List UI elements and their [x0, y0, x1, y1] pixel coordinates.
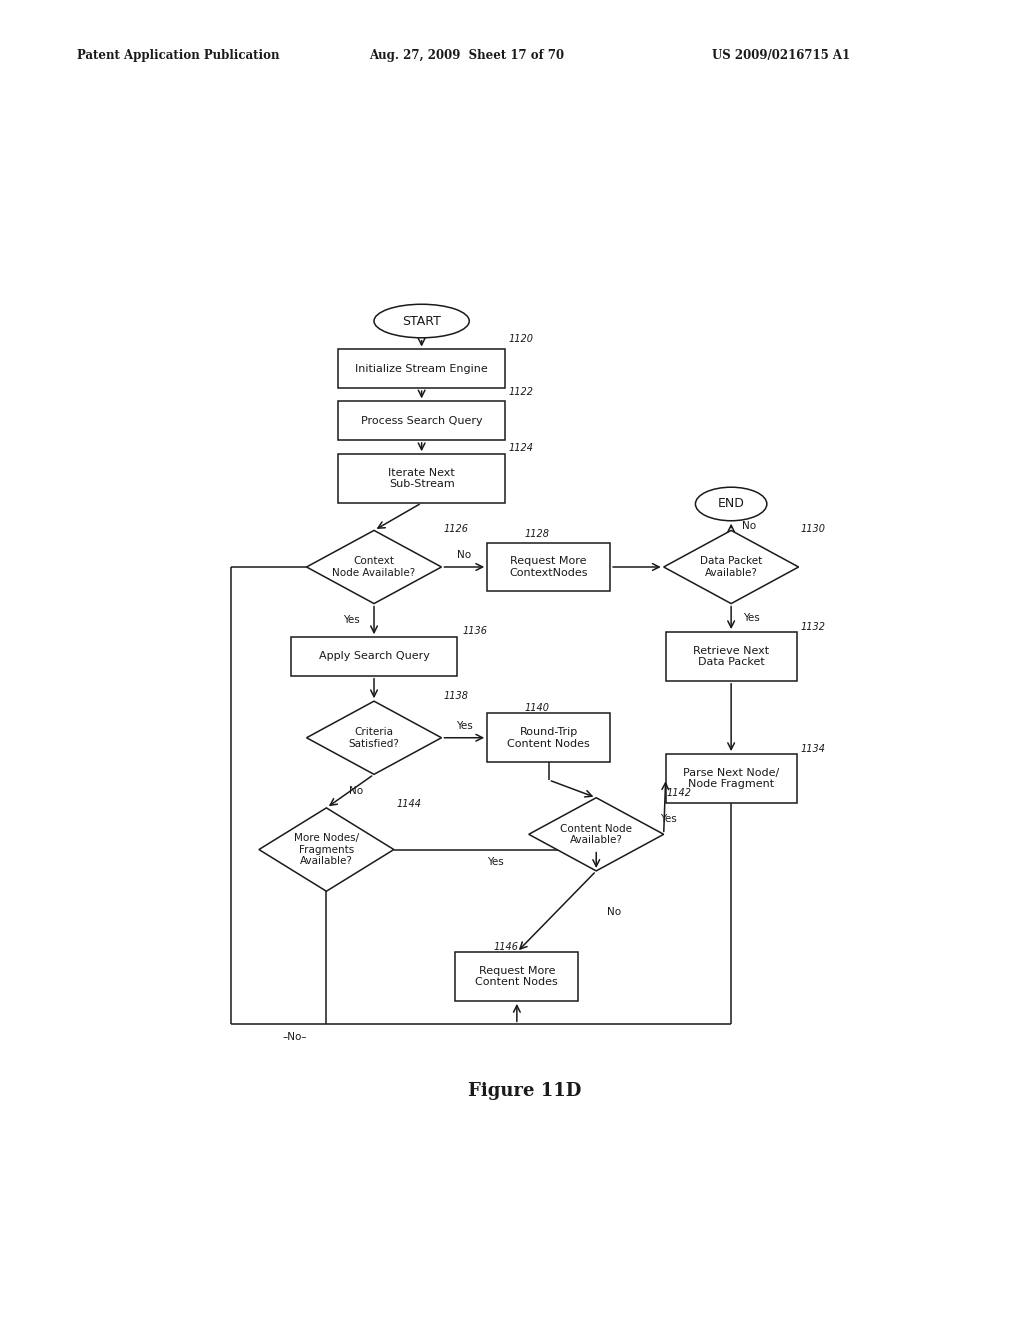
Ellipse shape — [695, 487, 767, 521]
Polygon shape — [306, 531, 441, 603]
Text: Figure 11D: Figure 11D — [468, 1082, 582, 1101]
Text: Process Search Query: Process Search Query — [360, 416, 482, 425]
Text: 1124: 1124 — [509, 444, 534, 453]
Text: Yes: Yes — [486, 857, 504, 867]
Text: 1134: 1134 — [801, 744, 826, 754]
Text: Request More
Content Nodes: Request More Content Nodes — [475, 966, 558, 987]
Text: Parse Next Node/
Node Fragment: Parse Next Node/ Node Fragment — [683, 768, 779, 789]
Text: Data Packet
Available?: Data Packet Available? — [700, 556, 762, 578]
Text: 1140: 1140 — [524, 704, 550, 713]
Text: Aug. 27, 2009  Sheet 17 of 70: Aug. 27, 2009 Sheet 17 of 70 — [369, 49, 564, 62]
Text: 1142: 1142 — [666, 788, 691, 797]
Text: END: END — [718, 498, 744, 511]
Text: No: No — [458, 550, 471, 560]
Text: More Nodes/
Fragments
Available?: More Nodes/ Fragments Available? — [294, 833, 359, 866]
Text: No: No — [741, 520, 756, 531]
Text: Yes: Yes — [343, 615, 360, 626]
Bar — [666, 632, 797, 681]
Bar — [666, 754, 797, 803]
Polygon shape — [306, 701, 441, 775]
Bar — [338, 401, 505, 440]
Text: 1130: 1130 — [801, 524, 826, 535]
Text: 1144: 1144 — [396, 799, 421, 809]
Text: START: START — [402, 314, 441, 327]
Text: 1146: 1146 — [494, 942, 518, 952]
Polygon shape — [528, 797, 664, 871]
Text: No: No — [606, 907, 621, 916]
Text: 1126: 1126 — [443, 524, 469, 535]
Text: 1122: 1122 — [509, 387, 534, 397]
Text: US 2009/0216715 A1: US 2009/0216715 A1 — [712, 49, 850, 62]
Text: Iterate Next
Sub-Stream: Iterate Next Sub-Stream — [388, 467, 455, 490]
Text: Apply Search Query: Apply Search Query — [318, 652, 429, 661]
Text: Request More
ContextNodes: Request More ContextNodes — [509, 556, 588, 578]
Text: Initialize Stream Engine: Initialize Stream Engine — [355, 364, 488, 374]
Bar — [487, 713, 610, 762]
Text: 1136: 1136 — [463, 626, 487, 636]
Text: Round-Trip
Content Nodes: Round-Trip Content Nodes — [507, 727, 590, 748]
Text: 1120: 1120 — [509, 334, 534, 345]
Text: Yes: Yes — [742, 612, 760, 623]
Polygon shape — [664, 531, 799, 603]
Text: Content Node
Available?: Content Node Available? — [560, 824, 632, 845]
Polygon shape — [259, 808, 394, 891]
Bar — [338, 350, 505, 388]
Text: No: No — [349, 787, 364, 796]
Text: 1128: 1128 — [524, 528, 550, 539]
Bar — [456, 952, 579, 1001]
Text: Criteria
Satisfied?: Criteria Satisfied? — [348, 727, 399, 748]
Bar — [487, 543, 610, 591]
Bar — [338, 454, 505, 503]
Text: Patent Application Publication: Patent Application Publication — [77, 49, 280, 62]
Text: Yes: Yes — [660, 814, 677, 824]
Text: Context
Node Available?: Context Node Available? — [333, 556, 416, 578]
Text: –No–: –No– — [283, 1031, 307, 1041]
Bar — [291, 638, 458, 676]
Text: Retrieve Next
Data Packet: Retrieve Next Data Packet — [693, 645, 769, 667]
Ellipse shape — [374, 304, 469, 338]
Text: Yes: Yes — [456, 721, 473, 730]
Text: 1138: 1138 — [443, 692, 469, 701]
Text: 1132: 1132 — [801, 622, 826, 632]
